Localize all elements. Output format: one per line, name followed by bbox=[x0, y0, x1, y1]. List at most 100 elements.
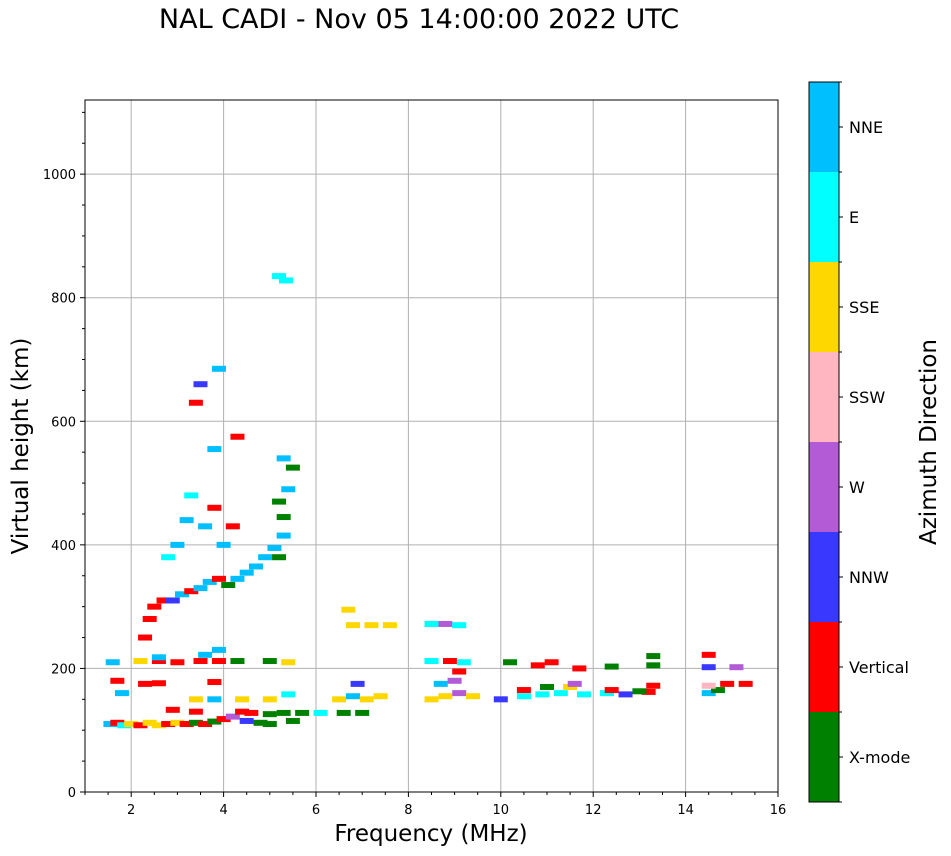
echo-point bbox=[355, 709, 370, 716]
echo-point bbox=[253, 719, 268, 726]
echo-point bbox=[202, 578, 217, 585]
echo-point bbox=[424, 696, 439, 703]
echo-point bbox=[235, 708, 250, 715]
colorbar-swatch bbox=[809, 172, 839, 262]
echo-point bbox=[258, 554, 273, 561]
echo-point bbox=[272, 498, 287, 505]
echo-point bbox=[161, 721, 176, 728]
echo-point bbox=[225, 713, 240, 720]
echo-point bbox=[188, 399, 203, 406]
echo-point bbox=[563, 683, 578, 690]
echo-point bbox=[336, 709, 351, 716]
echo-point bbox=[151, 658, 166, 665]
echo-point bbox=[147, 603, 162, 610]
echo-point bbox=[262, 696, 277, 703]
colorbar-frame bbox=[808, 81, 840, 803]
colorbar: X-mode Vertical NNW W SSW SSE E NNE bbox=[808, 81, 910, 803]
grid-lines bbox=[85, 100, 778, 792]
x-tick-label: 6 bbox=[312, 803, 320, 818]
echo-point bbox=[156, 597, 171, 604]
echo-point bbox=[248, 563, 263, 570]
echo-point bbox=[198, 651, 213, 658]
colorbar-tick-label: Vertical bbox=[849, 658, 909, 677]
colorbar-tick-label: SSE bbox=[849, 298, 879, 317]
echo-point bbox=[161, 554, 176, 561]
colorbar-swatch bbox=[809, 442, 839, 532]
echo-point bbox=[193, 585, 208, 592]
echo-point bbox=[503, 659, 518, 666]
echo-point bbox=[216, 541, 231, 548]
colorbar-swatch bbox=[809, 262, 839, 352]
y-tick-label: 1000 bbox=[43, 168, 76, 183]
y-tick-label: 200 bbox=[51, 662, 76, 677]
echo-point bbox=[424, 658, 439, 665]
echo-point bbox=[239, 569, 254, 576]
echo-point bbox=[151, 654, 166, 661]
echo-point bbox=[272, 273, 287, 280]
echo-point bbox=[345, 622, 360, 629]
echo-point bbox=[230, 658, 245, 665]
echo-point bbox=[170, 659, 185, 666]
echo-point bbox=[567, 680, 582, 687]
echo-point bbox=[313, 709, 328, 716]
colorbar-label: Azimuth Direction bbox=[916, 339, 942, 545]
echo-point bbox=[516, 687, 531, 694]
echo-point bbox=[535, 691, 550, 698]
echo-point bbox=[540, 683, 554, 690]
colorbar-tick-label: NNW bbox=[849, 568, 889, 587]
echo-point bbox=[438, 620, 453, 627]
echo-point bbox=[184, 492, 199, 499]
echo-point bbox=[285, 717, 300, 724]
echo-point bbox=[452, 622, 467, 629]
echo-point bbox=[632, 688, 647, 695]
axis-ticks: 2 4 6 8 10 12 14 16 0 200 400 600 800 1000 bbox=[43, 111, 787, 818]
echo-point bbox=[262, 658, 277, 665]
echo-point bbox=[272, 554, 287, 561]
echo-point bbox=[221, 582, 236, 589]
echo-point bbox=[216, 716, 231, 723]
y-tick-label: 600 bbox=[51, 415, 76, 430]
y-tick-label: 400 bbox=[51, 539, 76, 554]
echo-point bbox=[138, 634, 153, 641]
colorbar-swatch bbox=[809, 532, 839, 622]
echo-point bbox=[701, 682, 716, 689]
echo-point bbox=[285, 464, 300, 471]
y-tick-label: 0 bbox=[68, 786, 76, 801]
colorbar-swatch bbox=[809, 622, 839, 712]
echo-point bbox=[295, 709, 310, 716]
x-tick-label: 8 bbox=[404, 803, 412, 818]
echo-point bbox=[276, 709, 291, 716]
echo-point bbox=[701, 651, 716, 658]
echo-point bbox=[456, 659, 471, 666]
echo-point bbox=[133, 658, 148, 665]
echo-point bbox=[720, 680, 735, 687]
echo-point bbox=[382, 622, 397, 629]
echo-point bbox=[345, 693, 360, 700]
echo-point bbox=[332, 696, 347, 703]
echo-point bbox=[230, 575, 245, 582]
x-tick-label: 12 bbox=[585, 803, 602, 818]
colorbar-tick-label: SSW bbox=[849, 388, 885, 407]
echo-point bbox=[278, 277, 293, 284]
echo-point bbox=[604, 687, 619, 694]
colorbar-swatch bbox=[809, 82, 839, 172]
echo-point bbox=[151, 722, 166, 729]
echo-point bbox=[110, 677, 125, 684]
x-tick-label: 4 bbox=[219, 803, 227, 818]
echo-point bbox=[188, 696, 203, 703]
echo-point bbox=[244, 709, 259, 716]
echo-point bbox=[193, 381, 208, 388]
echo-point bbox=[530, 662, 545, 669]
echo-point bbox=[646, 682, 661, 689]
echo-point bbox=[646, 662, 661, 669]
colorbar-tick-label: E bbox=[849, 208, 859, 227]
echo-points bbox=[103, 273, 753, 729]
x-tick-label: 16 bbox=[770, 803, 787, 818]
echo-point bbox=[641, 688, 656, 695]
echo-point bbox=[170, 541, 185, 548]
echo-point bbox=[138, 680, 153, 687]
echo-point bbox=[133, 722, 148, 729]
echo-point bbox=[276, 532, 291, 539]
echo-point bbox=[281, 691, 296, 698]
